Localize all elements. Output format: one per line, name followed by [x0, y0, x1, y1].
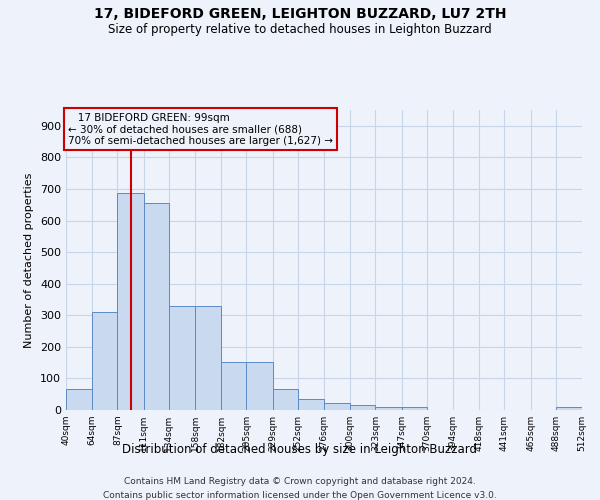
Text: 17, BIDEFORD GREEN, LEIGHTON BUZZARD, LU7 2TH: 17, BIDEFORD GREEN, LEIGHTON BUZZARD, LU… [94, 8, 506, 22]
Bar [195, 306, 221, 410]
Bar [324, 403, 350, 410]
Text: Contains public sector information licensed under the Open Government Licence v3: Contains public sector information licen… [103, 491, 497, 500]
Text: Contains HM Land Registry data © Crown copyright and database right 2024.: Contains HM Land Registry data © Crown c… [124, 478, 476, 486]
Bar [66, 390, 92, 410]
Bar [143, 203, 169, 410]
Bar [350, 406, 376, 410]
Bar [401, 407, 427, 410]
Bar [556, 407, 582, 410]
Bar [118, 192, 143, 410]
Text: Size of property relative to detached houses in Leighton Buzzard: Size of property relative to detached ho… [108, 22, 492, 36]
Bar [221, 362, 247, 410]
Bar [247, 362, 272, 410]
Bar [376, 407, 401, 410]
Y-axis label: Number of detached properties: Number of detached properties [25, 172, 34, 348]
Text: Distribution of detached houses by size in Leighton Buzzard: Distribution of detached houses by size … [122, 442, 478, 456]
Bar [92, 312, 118, 410]
Bar [272, 388, 298, 410]
Text: 17 BIDEFORD GREEN: 99sqm
← 30% of detached houses are smaller (688)
70% of semi-: 17 BIDEFORD GREEN: 99sqm ← 30% of detach… [68, 112, 333, 146]
Bar [169, 306, 195, 410]
Bar [298, 399, 324, 410]
